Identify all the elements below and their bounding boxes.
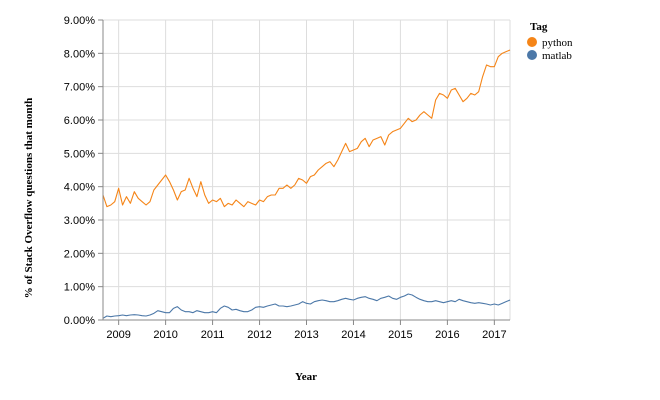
x-tick-label: 2011 bbox=[201, 329, 225, 341]
y-tick-label: 1.00% bbox=[64, 282, 95, 294]
x-axis-title: Year bbox=[295, 371, 317, 383]
x-tick-label: 2015 bbox=[388, 329, 412, 341]
y-tick-label: 0.00% bbox=[64, 315, 95, 327]
axes: 0.00% 1.00% 2.00% 3.00% 4.00% 5.00% 6.00% 7.00%… bbox=[64, 15, 510, 341]
series-lines bbox=[102, 49, 511, 319]
y-tick-label: 3.00% bbox=[64, 215, 95, 227]
x-tick-label: 2014 bbox=[341, 329, 365, 341]
y-tick-label: 4.00% bbox=[64, 182, 95, 194]
y-tick-label: 5.00% bbox=[64, 148, 95, 160]
x-tick-label: 2013 bbox=[294, 329, 318, 341]
y-tick-label: 6.00% bbox=[64, 115, 95, 127]
legend-label-python: python bbox=[542, 37, 573, 49]
y-tick-label: 2.00% bbox=[64, 248, 95, 260]
y-tick-label: 9.00% bbox=[64, 15, 95, 27]
y-axis-title: % of Stack Overflow questions that month bbox=[23, 98, 35, 298]
x-tick-label: 2016 bbox=[435, 329, 459, 341]
legend-title: Tag bbox=[530, 21, 548, 33]
y-tick-label: 8.00% bbox=[64, 48, 95, 60]
grid bbox=[103, 19, 511, 321]
legend-swatch-python bbox=[527, 37, 537, 47]
x-tick-label: 2012 bbox=[247, 329, 271, 341]
legend-swatch-matlab bbox=[527, 50, 537, 60]
y-tick-label: 7.00% bbox=[64, 82, 95, 94]
x-tick-label: 2009 bbox=[106, 329, 130, 341]
series-line-matlab bbox=[102, 293, 511, 319]
legend-label-matlab: matlab bbox=[542, 50, 572, 62]
x-tick-label: 2017 bbox=[482, 329, 506, 341]
x-tick-label: 2010 bbox=[153, 329, 177, 341]
series-line-python bbox=[102, 49, 511, 208]
